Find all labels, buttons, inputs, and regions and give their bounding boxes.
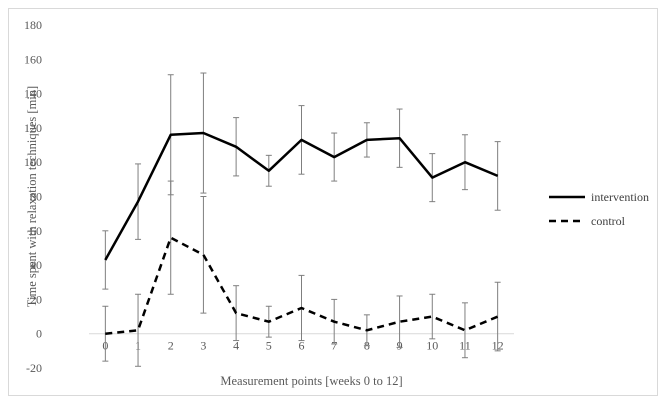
chart-frame: -200204060801001201401601800123456789101…: [8, 8, 658, 396]
y-tick-label: 100: [24, 155, 42, 169]
y-tick-label: 0: [36, 327, 42, 341]
x-tick-label: 6: [299, 339, 305, 353]
x-tick-label: 5: [266, 339, 272, 353]
x-tick-label: 4: [233, 339, 239, 353]
y-tick-label: 140: [24, 87, 42, 101]
series-line-intervention: [104, 131, 499, 261]
x-tick-label: 2: [168, 339, 174, 353]
y-axis-title: Time spent with relaxation techniques [m…: [25, 86, 39, 307]
series-line-control: [105, 236, 499, 335]
y-tick-label: 120: [24, 121, 42, 135]
y-tick-label: 20: [30, 292, 42, 306]
y-tick-label: 160: [24, 52, 42, 66]
legend-label-intervention: intervention: [591, 190, 649, 204]
y-tick-label: 180: [24, 18, 42, 32]
y-tick-label: 40: [30, 258, 42, 272]
line-chart: -200204060801001201401601800123456789101…: [24, 18, 649, 388]
y-tick-label: -20: [26, 361, 42, 375]
x-tick-label: 3: [200, 339, 206, 353]
y-tick-label: 80: [30, 190, 42, 204]
legend-label-control: control: [591, 214, 626, 228]
x-axis-title: Measurement points [weeks 0 to 12]: [220, 374, 402, 388]
x-tick-label: 10: [426, 339, 438, 353]
x-tick-label: 7: [331, 339, 337, 353]
y-tick-label: 60: [30, 224, 42, 238]
